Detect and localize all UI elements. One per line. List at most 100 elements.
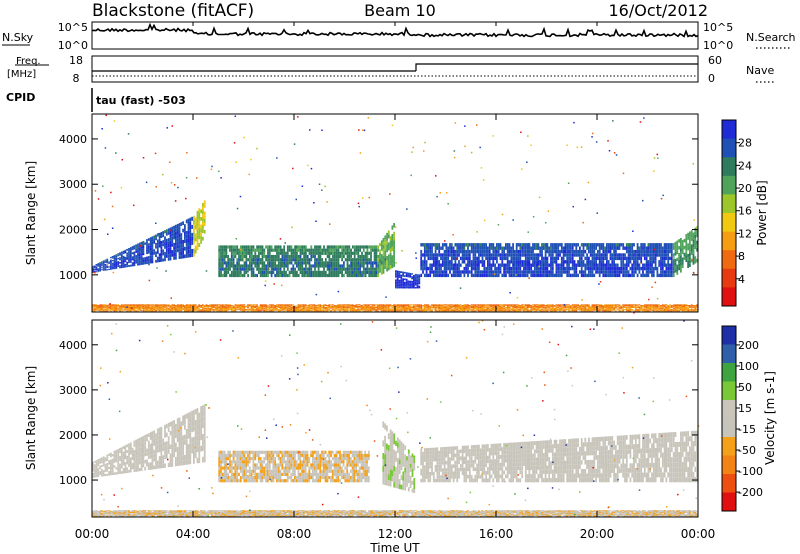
heatmap-cell — [92, 269, 94, 271]
heatmap-cell — [497, 308, 500, 310]
heatmap-cell — [481, 309, 484, 311]
heatmap-cell — [249, 258, 251, 262]
heatmap-cell — [306, 310, 309, 312]
heatmap-cell — [389, 265, 392, 270]
heatmap-cell — [472, 249, 475, 254]
heatmap-cell — [609, 270, 612, 274]
heatmap-cell — [133, 257, 136, 260]
heatmap-cell — [501, 260, 504, 264]
heatmap-cell — [512, 307, 514, 309]
heatmap-cell — [216, 308, 219, 310]
heatmap-cell — [490, 263, 493, 267]
heatmap-cell — [346, 251, 349, 255]
heatmap-cell — [189, 305, 192, 306]
heatmap-cell — [470, 309, 473, 311]
heatmap-cell — [386, 307, 388, 309]
heatmap-cell — [434, 260, 437, 264]
heatmap-cell — [651, 253, 653, 257]
heatmap-cell — [582, 243, 585, 247]
heatmap-cell — [198, 227, 201, 232]
heatmap-cell — [153, 308, 156, 310]
heatmap-cell — [405, 283, 408, 286]
heatmap-cell — [310, 245, 313, 249]
heatmap-cell — [220, 310, 222, 312]
heatmap-cell — [604, 253, 606, 257]
heatmap-cell — [135, 244, 138, 247]
heatmap-cell — [577, 263, 579, 267]
heatmap-cell — [212, 304, 215, 306]
heatmap-cell — [175, 238, 177, 243]
heatmap-cell — [542, 266, 545, 271]
heatmap-cell — [184, 307, 186, 308]
heatmap-cell — [436, 305, 439, 307]
heatmap-cell — [358, 310, 361, 312]
heatmap-cell — [332, 273, 334, 278]
heatmap-cell — [499, 243, 502, 247]
heatmap-cell — [560, 256, 563, 261]
heatmap-cell — [211, 306, 213, 308]
heatmap-cell — [205, 305, 208, 307]
heatmap-cell — [440, 306, 442, 308]
heatmap-cell — [322, 306, 325, 308]
heatmap-cell — [344, 307, 347, 309]
heatmap-cell — [393, 236, 395, 241]
heatmap-cell — [407, 307, 410, 308]
heatmap-cell — [499, 308, 502, 310]
heatmap-cell — [167, 304, 170, 306]
heatmap-cell — [120, 307, 123, 309]
heatmap-cell — [258, 254, 260, 259]
heatmap-cell — [618, 270, 621, 274]
heatmap-cell — [131, 307, 134, 309]
heatmap-cell — [389, 305, 392, 306]
heatmap-cell — [340, 309, 343, 311]
heatmap-cell — [241, 248, 244, 252]
heatmap-cell — [232, 307, 235, 309]
heatmap-cell — [202, 310, 204, 312]
heatmap-cell — [158, 308, 161, 310]
heatmap-cell — [400, 308, 403, 310]
heatmap-cell — [261, 254, 264, 259]
heatmap-cell — [377, 270, 380, 274]
heatmap-cell — [431, 307, 433, 308]
heatmap-cell — [523, 307, 525, 309]
heatmap-cell — [162, 308, 165, 310]
heatmap-cell — [479, 306, 482, 308]
heatmap-cell — [407, 305, 410, 307]
heatmap-cell — [104, 304, 107, 306]
heatmap-cell — [505, 263, 507, 267]
heatmap-cell — [101, 264, 103, 266]
heatmap-cell — [393, 310, 395, 312]
heatmap-cell — [292, 310, 294, 312]
heatmap-cell — [310, 267, 313, 271]
heatmap-cell — [449, 266, 451, 271]
heatmap-cell — [149, 260, 152, 264]
heatmap-cell — [364, 304, 367, 306]
heatmap-cell — [378, 304, 381, 306]
heatmap-cell — [537, 273, 540, 278]
heatmap-cell — [494, 253, 496, 257]
heatmap-cell — [274, 264, 277, 268]
heatmap-cell — [389, 309, 392, 311]
heatmap-cell — [568, 263, 570, 267]
heatmap-cell — [490, 309, 493, 311]
heatmap-cell — [515, 243, 518, 247]
heatmap-cell — [604, 270, 606, 274]
heatmap-cell — [290, 270, 293, 274]
heatmap-cell — [404, 309, 406, 311]
heatmap-cell — [377, 306, 379, 308]
heatmap-cell — [207, 308, 210, 310]
heatmap-cell — [115, 306, 118, 308]
heatmap-cell — [249, 245, 251, 249]
heatmap-cell — [263, 248, 266, 252]
heatmap-cell — [115, 304, 118, 306]
heatmap-cell — [528, 243, 531, 247]
heatmap-cell — [526, 309, 529, 311]
heatmap-cell — [189, 307, 192, 308]
heatmap-cell — [452, 266, 455, 271]
heatmap-cell — [131, 306, 134, 308]
heatmap-cell — [571, 249, 574, 254]
heatmap-cell — [335, 258, 338, 262]
heatmap-cell — [252, 304, 255, 306]
heatmap-cell — [519, 306, 522, 308]
heatmap-cell — [474, 305, 477, 306]
